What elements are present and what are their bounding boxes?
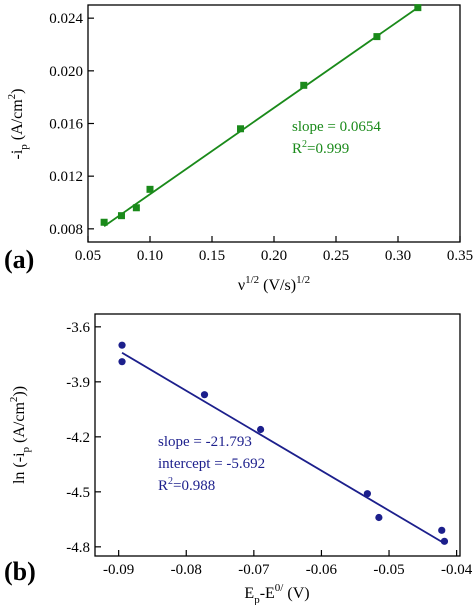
y-tick-label: 0.020: [49, 64, 83, 80]
x-axis-label-a: ν1/2 (V/s)1/2: [238, 274, 310, 294]
x-tick-label: -0.06: [306, 562, 338, 578]
x-tick-label: 0.20: [261, 248, 287, 264]
x-tick-label: -0.07: [238, 562, 270, 578]
y-tick-label: -3.6: [66, 320, 90, 336]
data-point: [414, 4, 422, 12]
fit-line-a: [103, 6, 419, 227]
y-tick-label: -3.9: [66, 375, 90, 391]
data-point: [117, 212, 125, 220]
data-point: [146, 185, 154, 193]
data-point: [375, 513, 383, 522]
data-points-a: [100, 4, 422, 226]
data-point: [132, 204, 140, 212]
x-tick-label: 0.15: [199, 248, 225, 264]
x-tick-label: 0.35: [447, 248, 473, 264]
data-point: [300, 81, 308, 89]
y-tick-label: -4.8: [66, 540, 90, 556]
data-point: [363, 490, 371, 498]
x-tick-label: 0.10: [137, 248, 163, 264]
y-tick-label: 0.008: [49, 222, 83, 238]
panel-b: -0.09 -0.08 -0.07 -0.06 -0.05 -0.04 -4.8-4.5-…: [4, 313, 473, 605]
slope-annotation-b: slope = -21.793: [158, 434, 252, 450]
data-point: [373, 33, 381, 41]
slope-annotation-a: slope = 0.0654: [292, 119, 381, 135]
data-point: [200, 391, 209, 399]
data-point: [440, 537, 449, 545]
panel-label-b: (b): [4, 557, 36, 586]
data-points-b: [118, 341, 449, 545]
y-axis-b: -4.8 -4.5 -4.2 -3.9 -3.6: [66, 320, 101, 556]
x-tick-label: 0.25: [323, 248, 349, 264]
data-point: [257, 425, 265, 434]
data-point: [237, 125, 245, 133]
x-tick-label: -0.05: [373, 562, 404, 578]
r2-annotation-b: R2=0.988: [158, 476, 215, 494]
y-tick-label: 0.012: [49, 169, 83, 185]
x-tick-label: 0.05: [75, 248, 101, 264]
x-tick-label: -0.08: [171, 562, 202, 578]
fit-line-b: [121, 352, 445, 545]
x-axis-a: 0.05 0.10 0.15 0.20 0.25 0.30 0.35: [75, 236, 473, 264]
x-tick-label: -0.09: [103, 562, 134, 578]
panel-label-a: (a): [4, 245, 34, 274]
y-tick-label: -4.5: [66, 485, 90, 501]
y-axis-label-a: -ip (A/cm2): [6, 89, 30, 160]
data-point: [438, 526, 446, 534]
data-point: [118, 341, 126, 349]
y-tick-label: -4.2: [66, 430, 90, 446]
plot-frame-a: [87, 4, 461, 243]
y-tick-label: 0.024: [49, 11, 83, 27]
x-axis-b: -0.09 -0.08 -0.07 -0.06 -0.05 -0.04: [103, 550, 473, 578]
x-axis-label-b: Ep-E0/ (V): [244, 582, 309, 605]
y-axis-a: 0.008 0.012 0.016 0.020 0.024: [49, 11, 94, 238]
plot-frame-b: [94, 313, 461, 557]
data-point: [118, 358, 126, 366]
r2-annotation-a: R2=0.999: [292, 139, 349, 157]
y-axis-label-b: ln (-ip (A/cm2)): [8, 386, 32, 484]
x-tick-label: 0.30: [385, 248, 411, 264]
x-tick-label: -0.04: [441, 562, 473, 578]
panel-a: 0.05 0.10 0.15 0.20 0.25 0.30 0.35 0.0080.0120…: [4, 4, 473, 294]
y-tick-label: 0.016: [49, 117, 83, 133]
data-point: [100, 218, 108, 226]
intercept-annotation-b: intercept = -5.692: [158, 456, 265, 472]
